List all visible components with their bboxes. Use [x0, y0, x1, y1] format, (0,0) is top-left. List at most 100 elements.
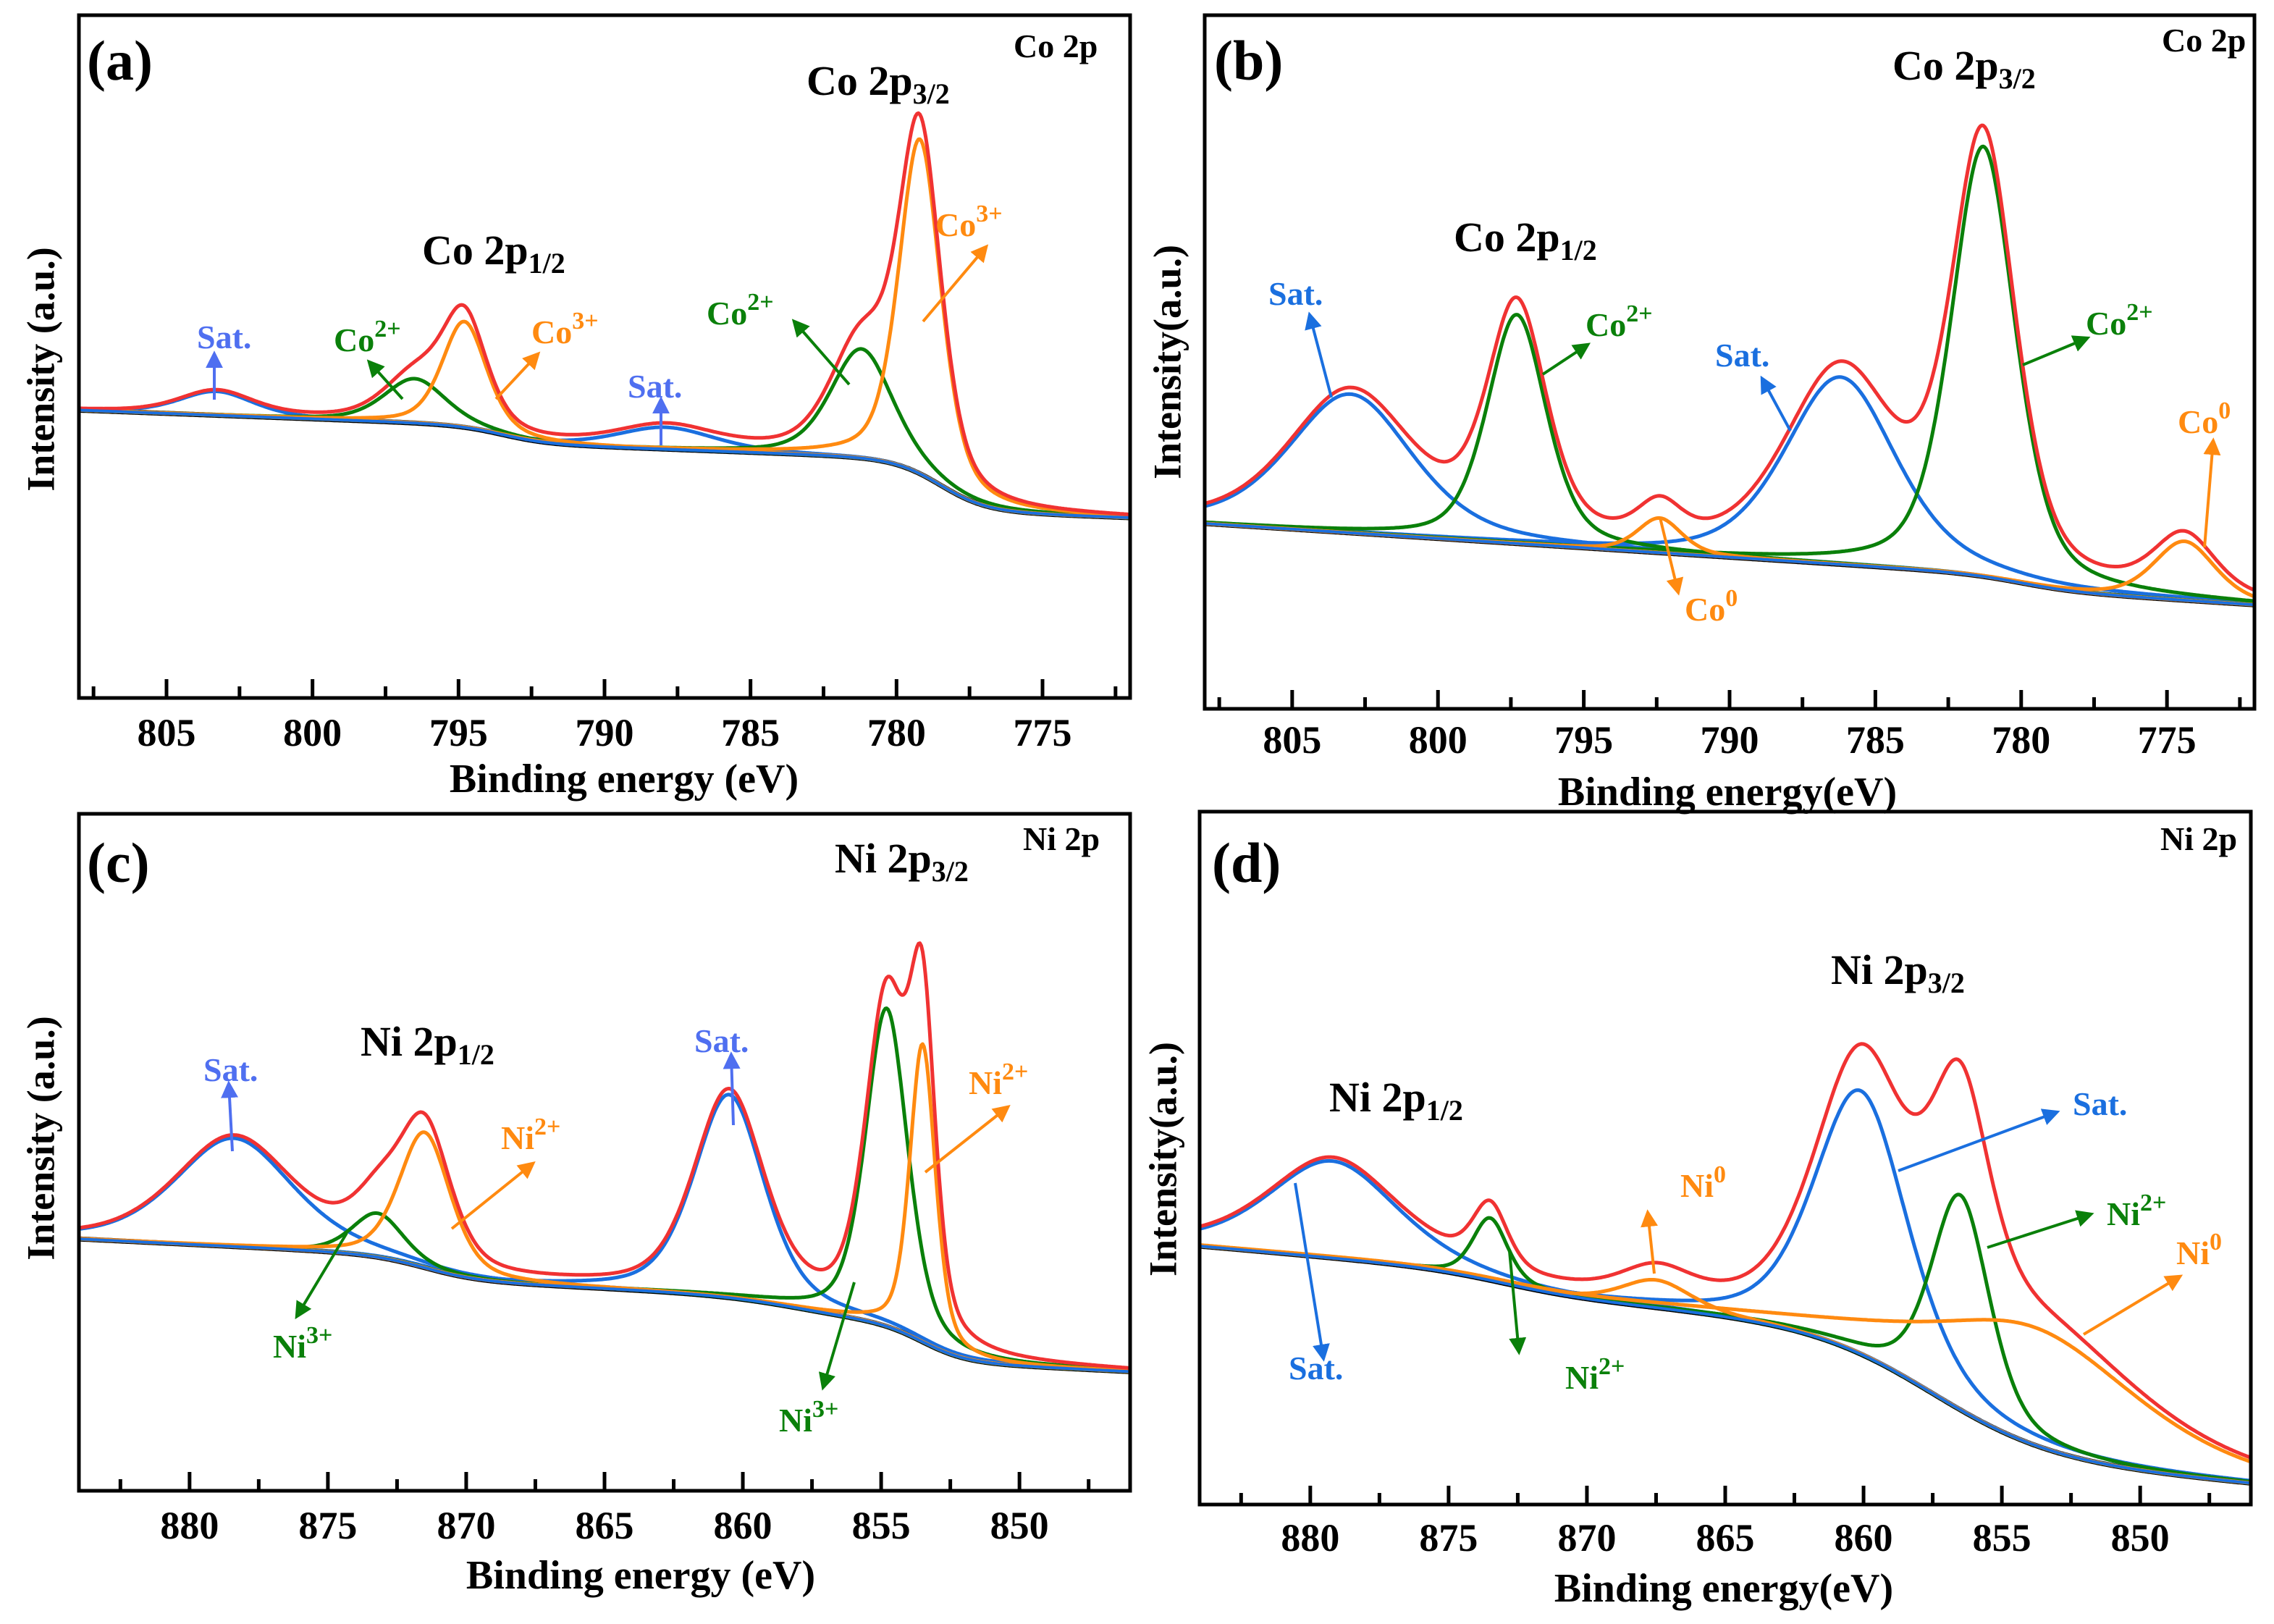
annotation-label: Ni3+	[273, 1322, 332, 1365]
annotation: Sat.	[203, 1051, 258, 1152]
annotation-arrow-icon	[295, 1232, 348, 1320]
peak-label: Co 2p3/2	[807, 57, 950, 110]
annotation-arrow-icon	[1305, 311, 1333, 398]
x-tick-label: 800	[1409, 718, 1467, 762]
peak-label-subscript: 1/2	[1426, 1094, 1463, 1127]
annotation-label: Ni2+	[501, 1114, 560, 1156]
region-label: Ni 2p	[1023, 820, 1100, 857]
x-tick-label: 880	[1281, 1516, 1339, 1560]
annotation-text: Co	[1685, 591, 1725, 628]
peak-label-main: Ni 2p	[361, 1018, 458, 1065]
x-tick-label: 865	[576, 1504, 634, 1547]
x-tick-label: 805	[138, 711, 196, 754]
annotation-text: Sat.	[197, 319, 251, 355]
annotation: Sat.	[197, 319, 251, 400]
panel-letter: (a)	[87, 29, 153, 92]
background-fit-line	[79, 1237, 1130, 1373]
annotation-text: Ni	[2107, 1195, 2140, 1232]
annotation-text: Ni	[969, 1064, 1002, 1101]
annotation-arrow-icon	[818, 1282, 856, 1391]
annotation-text: Ni	[2176, 1234, 2210, 1271]
annotation-text: Sat.	[203, 1051, 258, 1088]
annotation-arrow-icon	[924, 1105, 1011, 1174]
peak-label-main: Co 2p	[1892, 42, 1999, 89]
annotation-text: Co	[935, 206, 976, 243]
region-label: Co 2p	[1014, 28, 1098, 64]
annotation-label: Co2+	[707, 289, 774, 332]
annotation-arrow-icon	[723, 1051, 741, 1126]
annotation-superscript: 0	[2218, 397, 2231, 424]
x-tick-label: 790	[576, 711, 634, 754]
annotation: Co3+	[494, 308, 599, 400]
x-tick-label: 805	[1263, 718, 1321, 762]
annotation: Sat.	[1898, 1085, 2127, 1172]
x-axis-label: Binding energy (eV)	[450, 757, 799, 802]
annotation-arrow-icon	[221, 1080, 239, 1152]
panel-letter: (d)	[1212, 831, 1281, 894]
peak-label-main: Ni 2p	[835, 835, 932, 882]
curves	[1205, 123, 2254, 607]
peak-label: Ni 2p3/2	[1831, 946, 1965, 999]
annotation: Ni2+	[924, 1059, 1028, 1174]
annotation: Sat.	[628, 368, 682, 445]
annotation-label: Co2+	[1586, 300, 1653, 343]
annotation-text: Sat.	[2073, 1085, 2127, 1122]
peak-label-main: Ni 2p	[1831, 946, 1928, 993]
annotation-label: Co2+	[2086, 299, 2153, 342]
annotation-arrow-icon	[1641, 1209, 1658, 1274]
annotation-arrow-icon	[922, 244, 989, 323]
annotation-text: Co	[2086, 305, 2126, 342]
annotation: Sat.	[694, 1022, 749, 1126]
annotation: Ni2+	[1508, 1250, 1625, 1396]
x-tick-label: 875	[298, 1504, 357, 1547]
annotation-text: Ni	[779, 1402, 812, 1439]
annotation-label: Sat.	[203, 1051, 258, 1088]
x-tick-label: 850	[990, 1504, 1049, 1547]
x-tick-label: 855	[852, 1504, 911, 1547]
envelope-curve	[1200, 1042, 2251, 1460]
annotation: Co3+	[922, 201, 1003, 323]
peak-label: Co 2p1/2	[422, 227, 565, 279]
peak-label: Ni 2p1/2	[361, 1018, 494, 1071]
x-tick-label: 785	[1846, 718, 1905, 762]
annotation: Ni2+	[450, 1114, 560, 1230]
y-axis-label: Intensity (a.u.)	[19, 1016, 62, 1261]
x-tick-label: 780	[867, 711, 926, 754]
peak-label: Ni 2p1/2	[1329, 1074, 1463, 1127]
annotation-text: Ni	[273, 1328, 306, 1365]
annotation-superscript: 2+	[534, 1114, 560, 1140]
annotation-arrow-icon	[494, 351, 541, 400]
annotation: Ni0	[2082, 1229, 2222, 1336]
x-axis-label: Binding energy(eV)	[1558, 770, 1897, 815]
annotation-arrow-icon	[1659, 517, 1684, 596]
peak-label-subscript: 3/2	[913, 77, 950, 110]
x-tick-label: 870	[437, 1504, 495, 1547]
peak-label: Co 2p3/2	[1892, 42, 2036, 95]
annotation-superscript: 3+	[306, 1322, 332, 1349]
annotation-superscript: 3+	[812, 1396, 838, 1423]
annotation-text: Sat.	[628, 368, 682, 405]
annotation-superscript: 3+	[976, 201, 1002, 227]
annotation-superscript: 2+	[374, 316, 400, 342]
peak-label-subscript: 1/2	[529, 247, 565, 279]
annotation: Co2+	[2022, 299, 2153, 366]
y-axis-label: Intensity (a.u.)	[19, 247, 62, 492]
peak-label-subscript: 1/2	[458, 1038, 494, 1071]
annotation-text: Co	[334, 321, 374, 358]
annotation-label: Sat.	[1268, 275, 1323, 312]
x-tick-label: 870	[1557, 1516, 1616, 1560]
annotation: Co0	[1659, 517, 1738, 628]
peak-label-main: Co 2p	[1454, 214, 1560, 261]
annotation: Sat.	[1289, 1182, 1343, 1387]
x-axis-label: Binding energy (eV)	[466, 1553, 815, 1598]
annotation-text: Co	[707, 295, 747, 332]
x-tick-label: 880	[160, 1504, 219, 1547]
annotation: Ni0	[1641, 1161, 1726, 1274]
annotation-text: Ni	[1565, 1359, 1599, 1396]
peak-label-subscript: 1/2	[1560, 234, 1597, 266]
background-fit-line	[79, 408, 1130, 519]
annotation-label: Co0	[2178, 397, 2231, 440]
annotation-label: Sat.	[2073, 1085, 2127, 1122]
annotation-superscript: 2+	[1599, 1353, 1625, 1380]
